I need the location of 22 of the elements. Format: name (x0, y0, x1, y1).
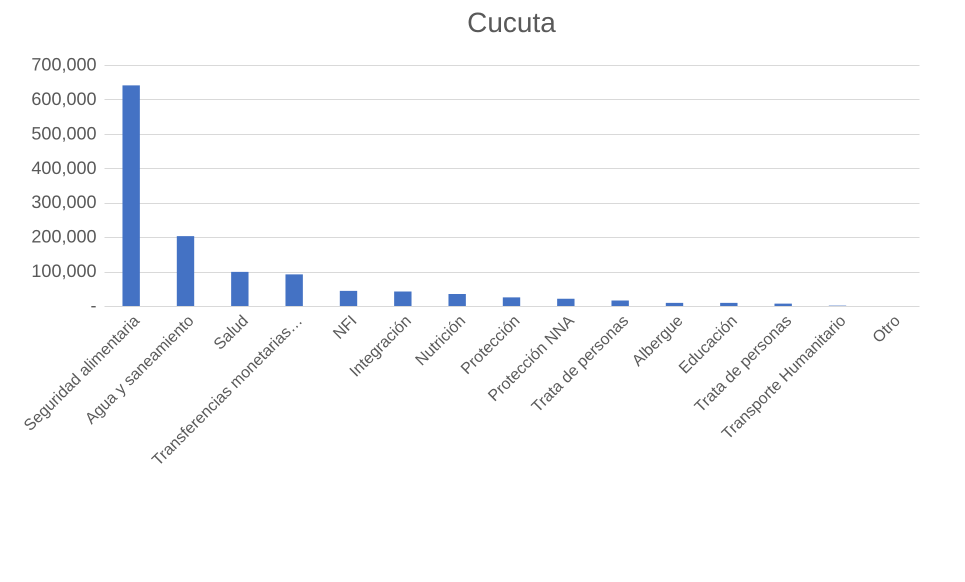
bar (285, 274, 303, 306)
chart-title: Cucuta (467, 7, 556, 38)
bar (720, 302, 738, 306)
bar (448, 294, 466, 306)
bar (557, 298, 575, 306)
y-tick-label: 200,000 (31, 226, 96, 247)
y-tick-label: 400,000 (31, 158, 96, 178)
bar (122, 85, 140, 306)
x-tick-label: Otro (870, 312, 904, 347)
bar (502, 297, 520, 306)
bar (340, 290, 358, 306)
y-tick-label: 100,000 (31, 261, 96, 282)
bar (176, 236, 194, 306)
y-tick-label: 300,000 (31, 192, 96, 212)
y-tick-label: 500,000 (31, 123, 96, 144)
y-tick-label: - (90, 296, 96, 316)
y-tick-label: 700,000 (31, 54, 96, 74)
bar (666, 302, 684, 306)
bar (231, 272, 249, 306)
y-tick-label: 600,000 (31, 88, 96, 109)
bar (611, 300, 629, 306)
bar (394, 292, 412, 306)
